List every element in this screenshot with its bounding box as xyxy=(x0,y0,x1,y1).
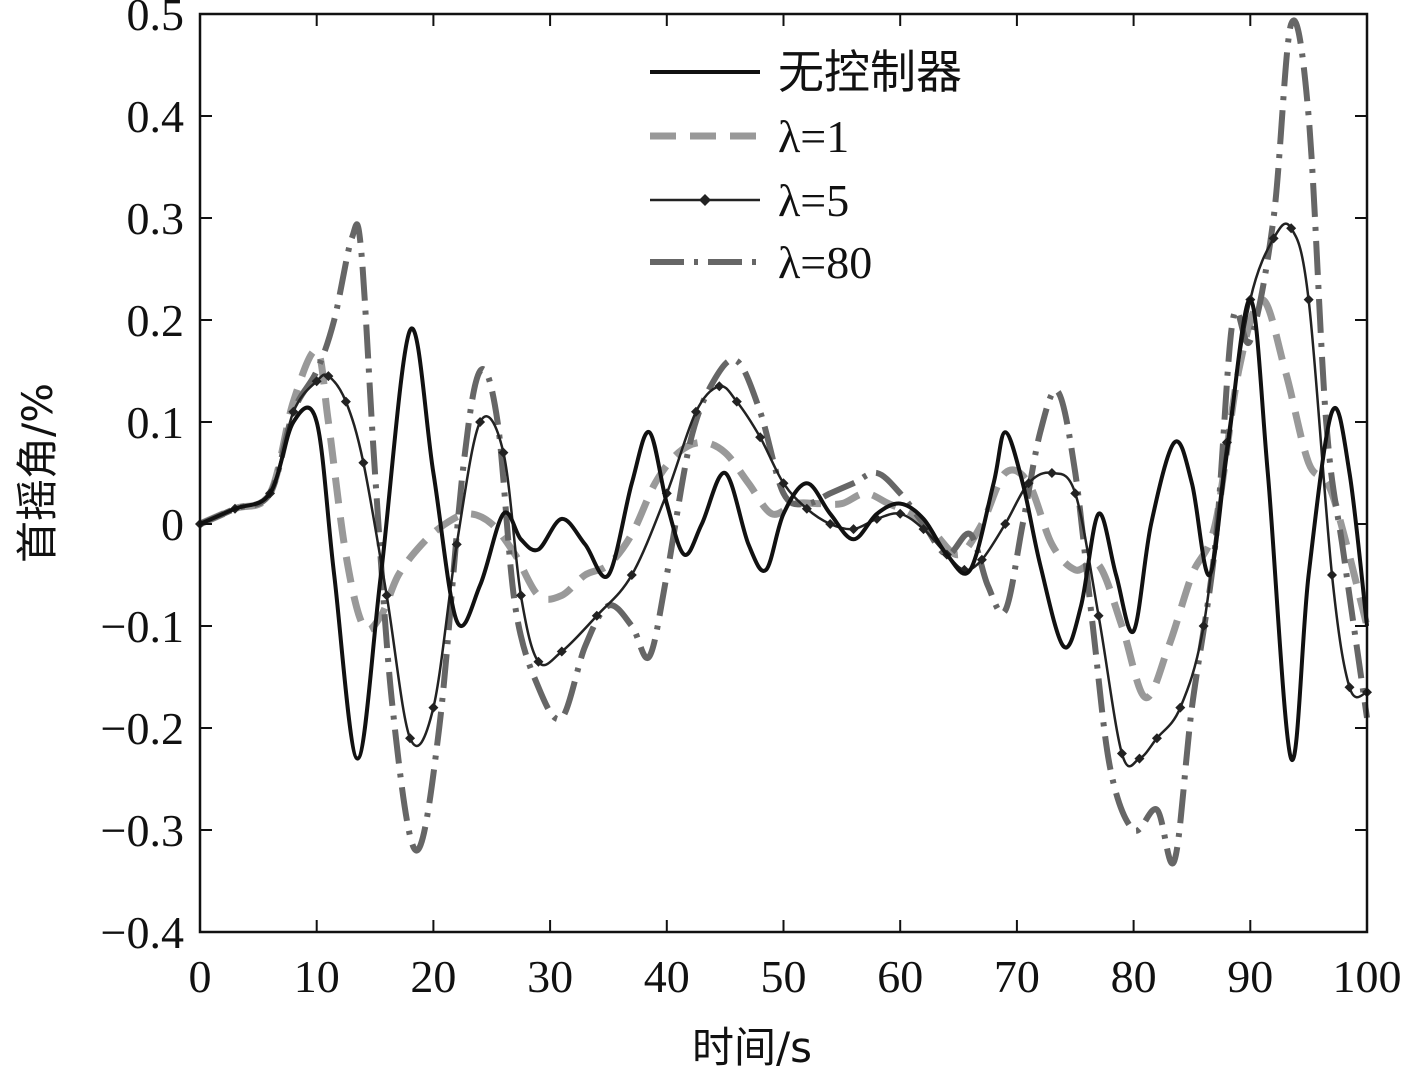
legend-label: λ=5 xyxy=(778,175,849,226)
data-point-marker xyxy=(1046,468,1057,478)
series-line xyxy=(199,297,1369,762)
series-4 xyxy=(198,17,1370,867)
data-point-marker xyxy=(1093,610,1104,621)
data-point-marker xyxy=(1134,753,1145,764)
y-tick-label: 0.1 xyxy=(127,397,185,448)
data-point-marker xyxy=(323,371,334,382)
data-point-marker xyxy=(515,590,526,601)
x-tick-label: 100 xyxy=(1333,951,1402,1002)
y-tick-label: −0.3 xyxy=(101,805,184,856)
data-point-marker xyxy=(475,417,486,427)
data-point-marker xyxy=(1286,223,1297,234)
y-tick-label: 0 xyxy=(161,499,184,550)
data-point-marker xyxy=(1116,748,1127,759)
legend-marker xyxy=(699,194,711,206)
data-point-marker xyxy=(1175,702,1186,713)
series-1 xyxy=(199,297,1369,762)
data-point-marker xyxy=(848,524,859,535)
y-tick-label: −0.2 xyxy=(101,703,184,754)
data-point-marker xyxy=(1198,621,1209,631)
axis-ticks xyxy=(199,13,1368,933)
data-point-marker xyxy=(895,508,906,519)
y-axis-title: 首摇角/% xyxy=(13,383,62,563)
data-point-marker xyxy=(533,656,544,667)
data-point-marker xyxy=(1326,570,1337,580)
plot-lines xyxy=(195,17,1372,867)
y-tick-label: −0.1 xyxy=(101,601,184,652)
x-tick-label: 40 xyxy=(644,951,690,1002)
y-tick-label: 0.2 xyxy=(127,295,185,346)
data-point-marker xyxy=(556,646,567,657)
data-point-marker xyxy=(731,396,742,407)
data-point-marker xyxy=(1151,733,1162,744)
data-point-marker xyxy=(626,570,637,580)
data-point-marker xyxy=(1070,488,1081,499)
legend-label: λ=80 xyxy=(778,237,872,288)
legend-label: λ=1 xyxy=(778,111,849,162)
data-point-marker xyxy=(918,524,929,535)
data-point-marker xyxy=(428,702,439,713)
data-point-marker xyxy=(690,406,701,417)
data-point-marker xyxy=(288,406,299,417)
data-point-marker xyxy=(358,457,369,468)
x-tick-label: 50 xyxy=(761,951,807,1002)
data-point-marker xyxy=(311,376,322,387)
data-point-marker xyxy=(340,396,351,407)
x-tick-label: 10 xyxy=(294,951,340,1002)
y-tick-label: 0.5 xyxy=(127,0,185,40)
y-tick-labels: 0.5 0.4 0.3 0.2 0.1 0 −0.1 −0.2 −0.3 −0.4 xyxy=(101,0,184,958)
data-point-marker xyxy=(825,519,836,529)
data-point-marker xyxy=(1344,682,1355,693)
legend-label: 无控制器 xyxy=(778,47,962,98)
x-tick-label: 0 xyxy=(189,951,212,1002)
series-2 xyxy=(198,296,1371,701)
data-point-marker xyxy=(755,432,766,443)
data-point-marker xyxy=(1268,233,1279,244)
series-line xyxy=(198,17,1370,867)
x-tick-label: 20 xyxy=(410,951,456,1002)
data-point-marker xyxy=(381,590,392,601)
data-point-marker xyxy=(1000,519,1011,529)
data-point-marker xyxy=(801,503,812,514)
x-tick-label: 60 xyxy=(877,951,923,1002)
data-point-marker xyxy=(451,539,462,550)
series-line xyxy=(198,296,1371,701)
data-point-marker xyxy=(1303,294,1314,305)
x-tick-labels: 0 10 20 30 40 50 60 70 80 90 100 xyxy=(189,951,1402,1002)
y-tick-label: −0.4 xyxy=(101,907,184,958)
x-tick-label: 90 xyxy=(1227,951,1273,1002)
data-point-marker xyxy=(498,447,509,458)
data-point-marker xyxy=(714,381,725,392)
data-point-marker xyxy=(405,733,416,744)
data-point-marker xyxy=(1023,478,1034,489)
x-tick-label: 80 xyxy=(1111,951,1157,1002)
y-tick-label: 0.4 xyxy=(127,91,185,142)
data-point-marker xyxy=(976,554,987,565)
x-tick-label: 70 xyxy=(994,951,1040,1002)
x-tick-label: 30 xyxy=(527,951,573,1002)
data-point-marker xyxy=(591,610,602,621)
legend: 无控制器 λ=1 λ=5 λ=80 xyxy=(632,40,992,290)
y-tick-label: 0.3 xyxy=(127,193,185,244)
legend-background xyxy=(632,40,992,290)
x-axis-title: 时间/s xyxy=(692,1023,812,1072)
data-point-marker xyxy=(778,478,789,489)
